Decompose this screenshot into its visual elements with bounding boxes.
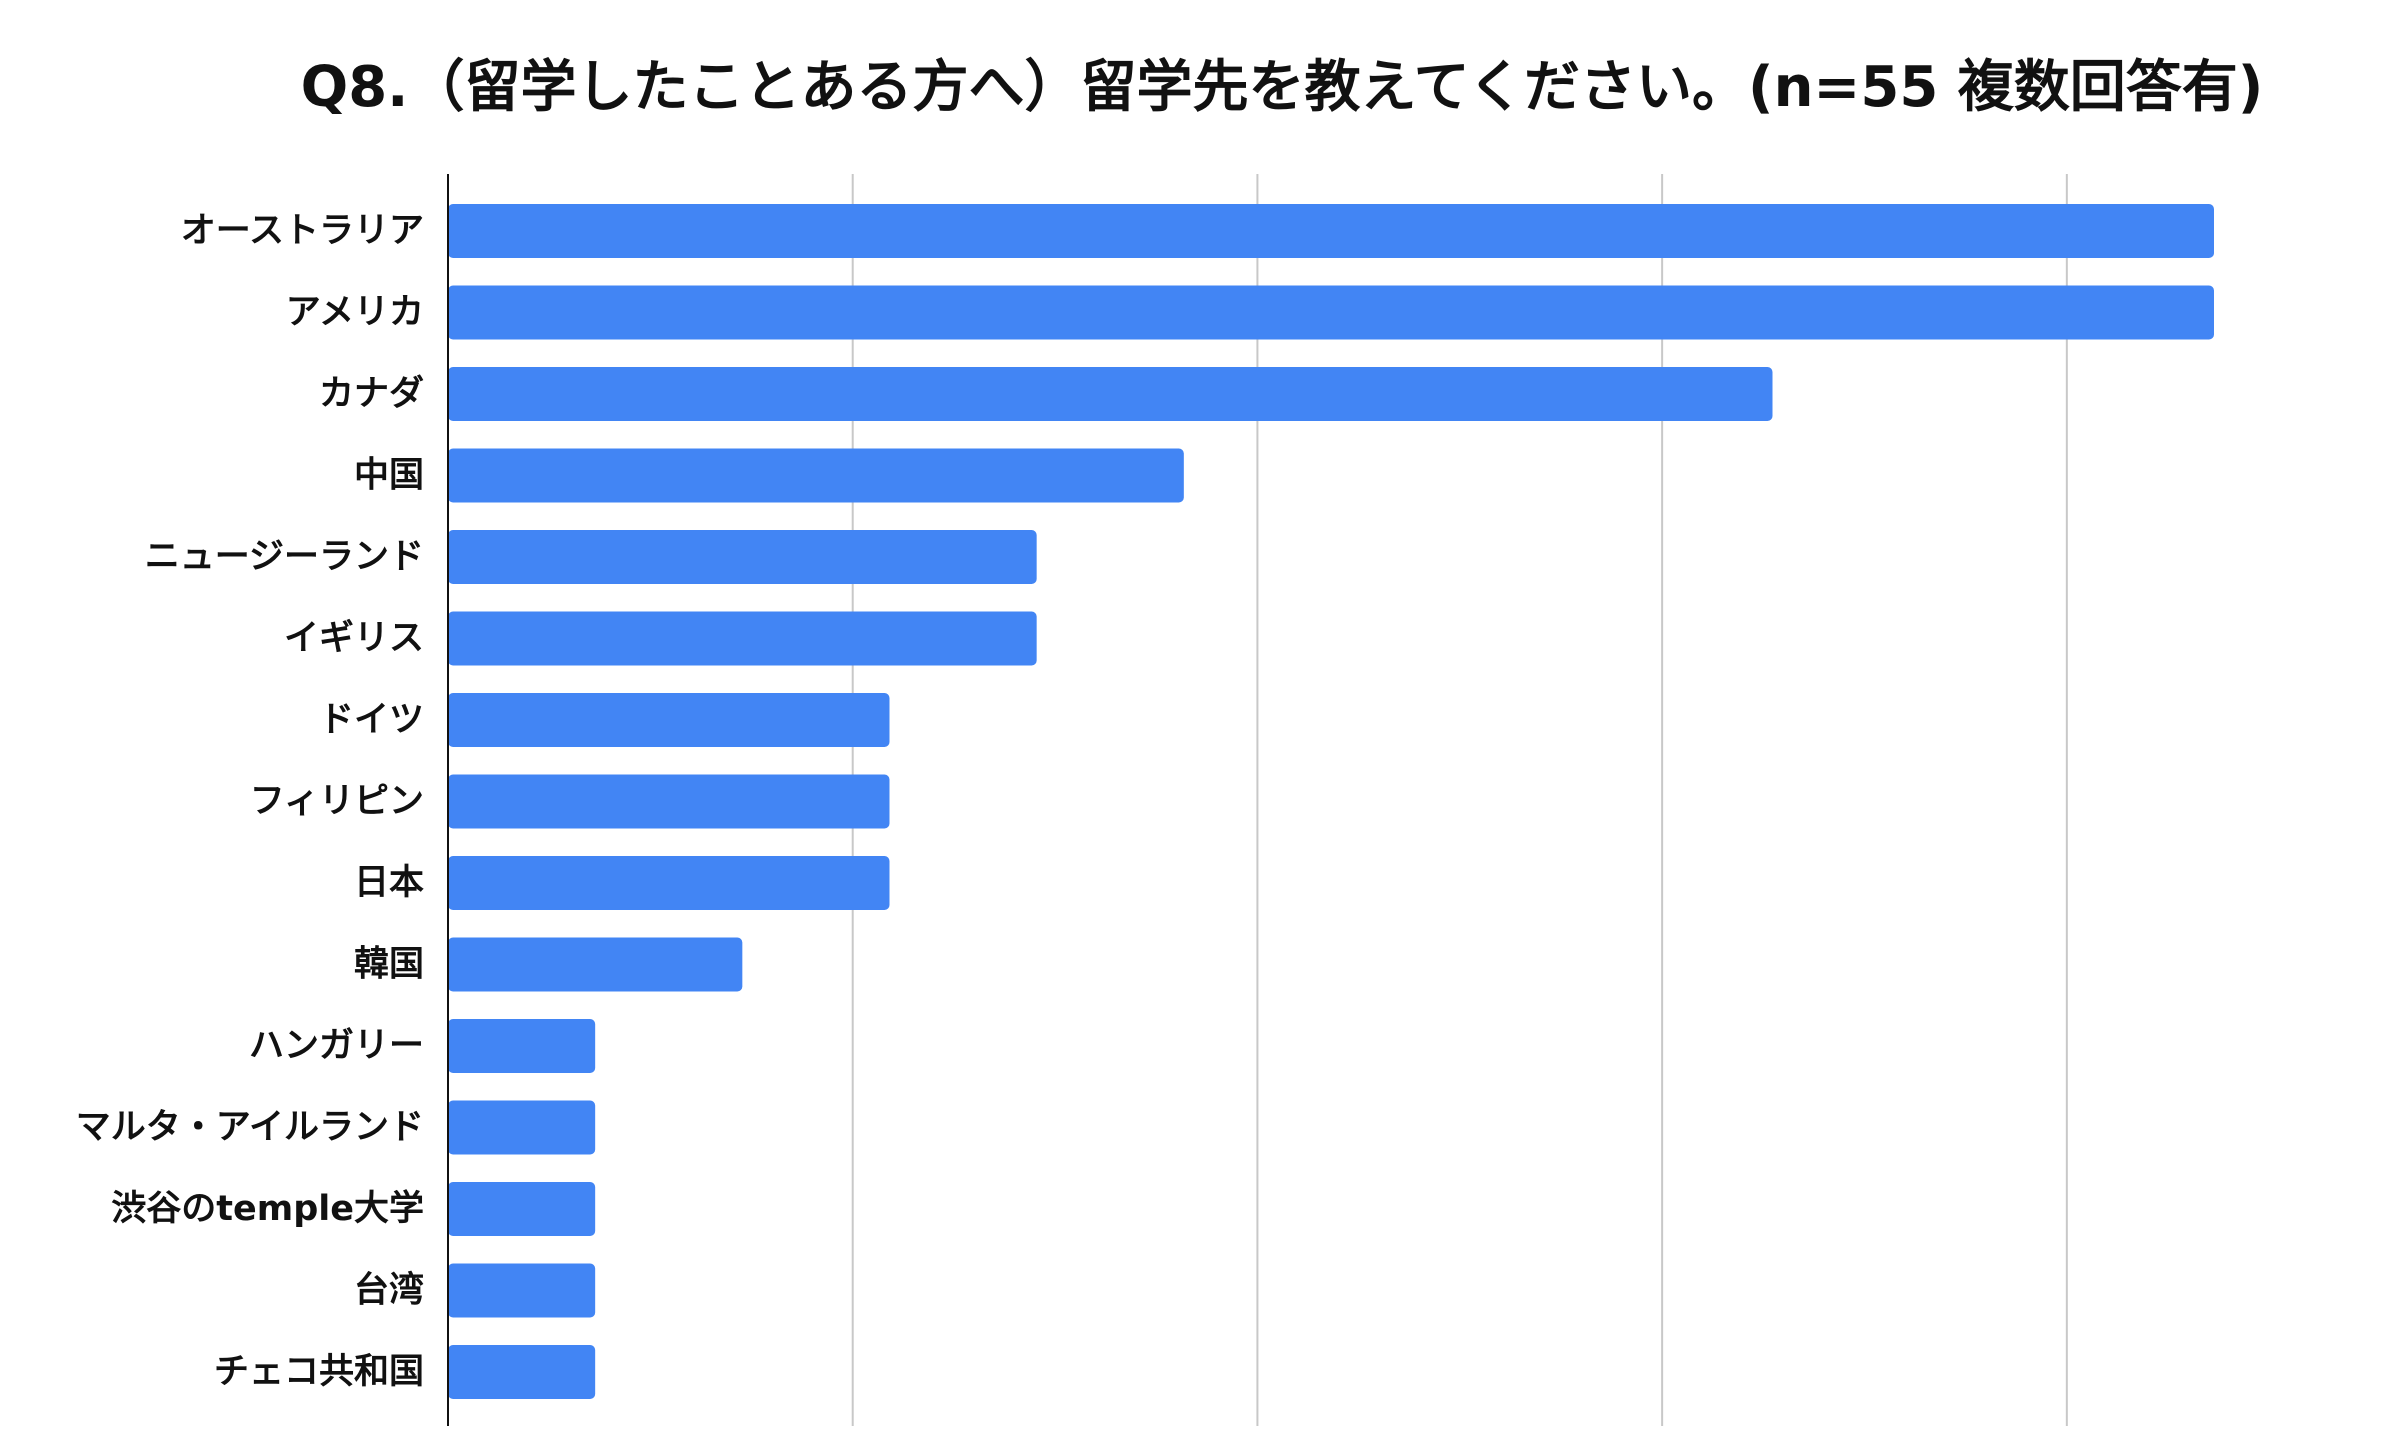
bar-6 bbox=[448, 693, 890, 747]
bar-7 bbox=[448, 774, 890, 829]
bar-11 bbox=[448, 1100, 596, 1155]
bar-layer bbox=[448, 204, 2214, 1399]
category-label-6: ドイツ bbox=[319, 700, 424, 740]
bar-9 bbox=[448, 937, 743, 992]
category-label-1: アメリカ bbox=[286, 293, 424, 333]
bar-13 bbox=[448, 1263, 596, 1318]
category-labels: オーストラリアアメリカカナダ中国ニュージーランドイギリスドイツフィリピン日本韓国… bbox=[76, 211, 424, 1392]
bar-3 bbox=[448, 448, 1184, 503]
bar-8 bbox=[448, 856, 890, 910]
category-label-5: イギリス bbox=[284, 619, 424, 659]
category-label-8: 日本 bbox=[354, 863, 424, 903]
category-label-9: 韓国 bbox=[354, 945, 424, 985]
chart-title: Q8.（留学したことある方へ）留学先を教えてください。(n=55 複数回答有) bbox=[301, 55, 2264, 120]
category-label-2: カナダ bbox=[319, 374, 424, 414]
category-label-7: フィリピン bbox=[250, 782, 424, 822]
bar-2 bbox=[448, 367, 1773, 421]
bar-4 bbox=[448, 530, 1037, 584]
bar-14 bbox=[448, 1345, 596, 1399]
bar-1 bbox=[448, 285, 2214, 340]
bar-0 bbox=[448, 204, 2214, 258]
category-label-3: 中国 bbox=[354, 456, 424, 496]
category-label-14: チェコ共和国 bbox=[214, 1352, 424, 1392]
category-label-13: 台湾 bbox=[354, 1270, 424, 1311]
category-label-0: オーストラリア bbox=[181, 211, 424, 251]
category-label-12: 渋谷のtemple大学 bbox=[111, 1188, 424, 1229]
grid-layer bbox=[851, 174, 2068, 1426]
category-label-4: ニュージーランド bbox=[145, 537, 424, 577]
category-label-10: ハンガリー bbox=[249, 1026, 424, 1066]
bar-5 bbox=[448, 611, 1037, 666]
bar-12 bbox=[448, 1182, 596, 1236]
category-label-11: マルタ・アイルランド bbox=[76, 1108, 424, 1148]
bar-10 bbox=[448, 1019, 596, 1073]
